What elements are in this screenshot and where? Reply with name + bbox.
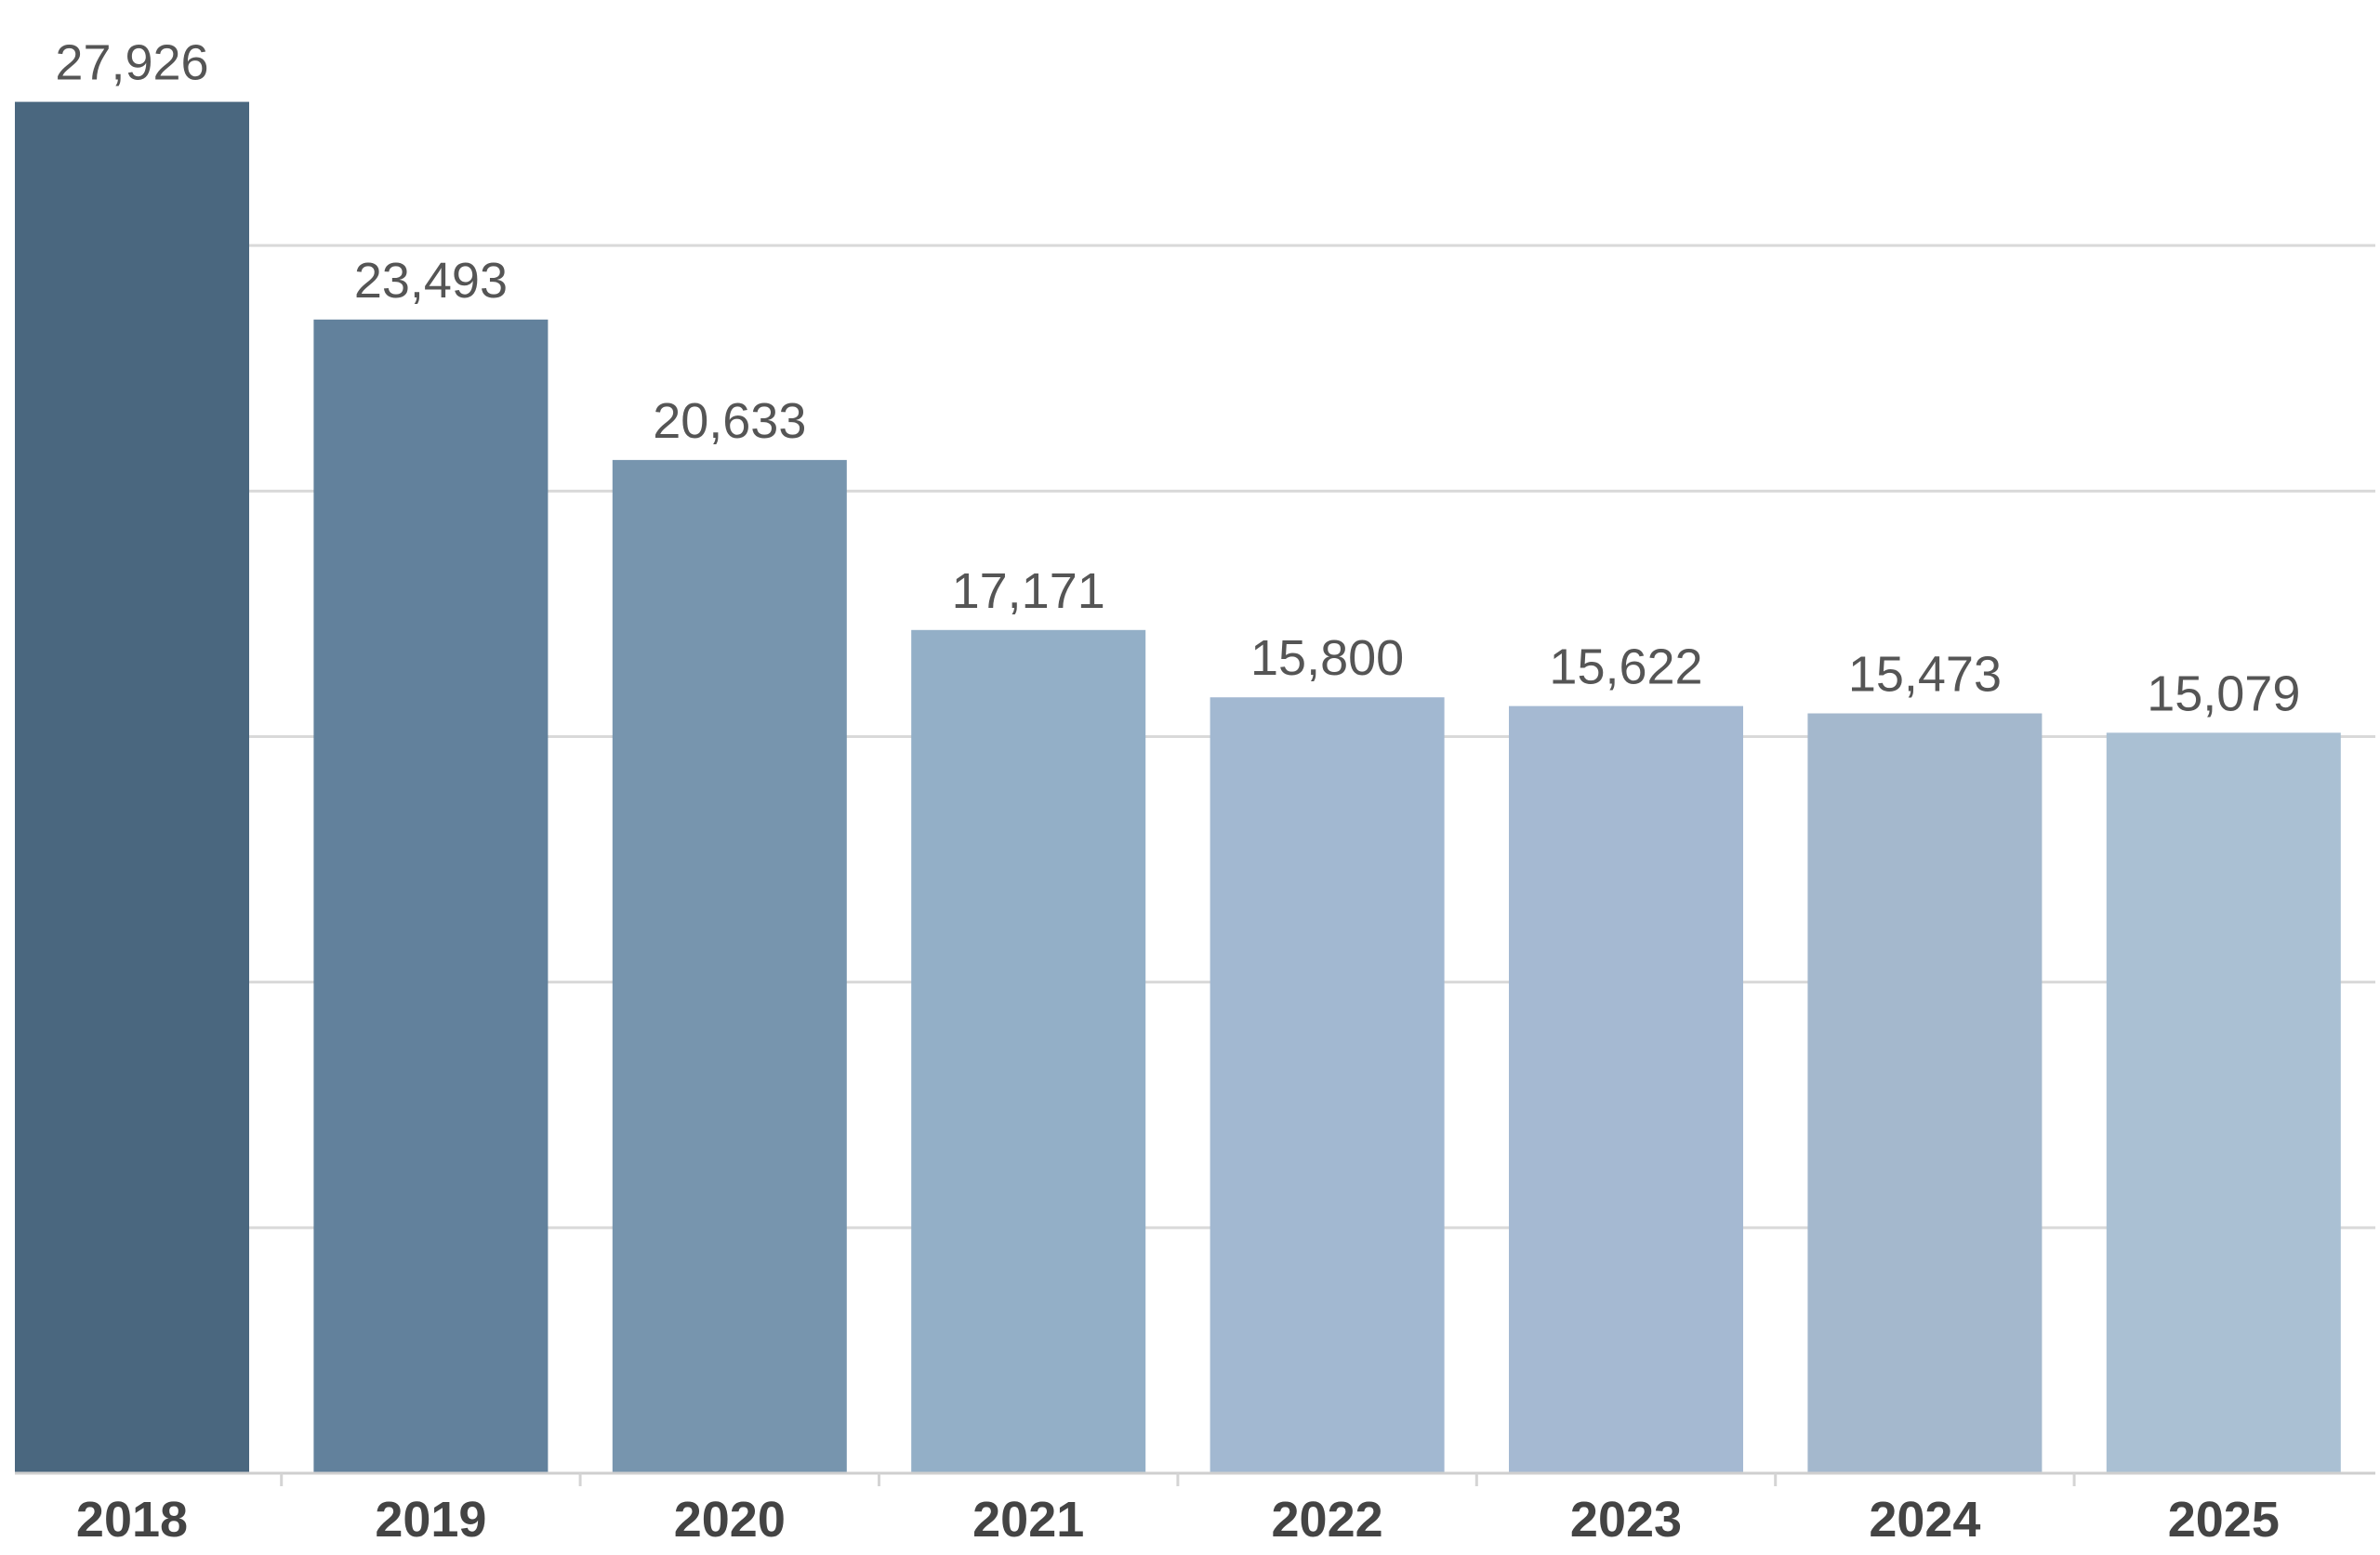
value-label-2022: 15,800 [1250, 630, 1404, 686]
value-label-2024: 15,473 [1848, 647, 2002, 703]
category-label-2023: 2023 [1570, 1492, 1682, 1548]
value-label-2020: 20,633 [653, 393, 806, 449]
value-label-2025: 15,079 [2147, 665, 2300, 721]
bar-2019[interactable] [313, 319, 549, 1473]
category-label-2024: 2024 [1869, 1492, 1980, 1548]
category-label-2021: 2021 [972, 1492, 1084, 1548]
bar-2018[interactable] [15, 101, 249, 1474]
category-label-2020: 2020 [674, 1492, 786, 1548]
category-label-2022: 2022 [1272, 1492, 1383, 1548]
value-label-2021: 17,171 [952, 563, 1105, 619]
value-label-2019: 23,493 [354, 253, 508, 309]
x-axis: 2018 2019 2020 2021 2022 2023 2024 2025 [15, 1471, 2375, 1548]
bar-2023[interactable] [1509, 705, 1743, 1473]
value-labels: 27,926 23,493 20,633 17,171 15,800 15,622 15,4… [55, 35, 2300, 722]
bar-2025[interactable] [2106, 732, 2341, 1473]
value-label-2023: 15,622 [1549, 639, 1702, 695]
category-label-2019: 2019 [375, 1492, 486, 1548]
category-label-2018: 2018 [76, 1492, 188, 1548]
bars [15, 101, 2341, 1474]
bar-2020[interactable] [612, 459, 847, 1473]
value-label-2018: 27,926 [55, 35, 208, 91]
category-label-2025: 2025 [2168, 1492, 2280, 1548]
bar-2022[interactable] [1210, 697, 1445, 1473]
bar-2021[interactable] [911, 629, 1146, 1473]
bar-2024[interactable] [1807, 713, 2043, 1473]
